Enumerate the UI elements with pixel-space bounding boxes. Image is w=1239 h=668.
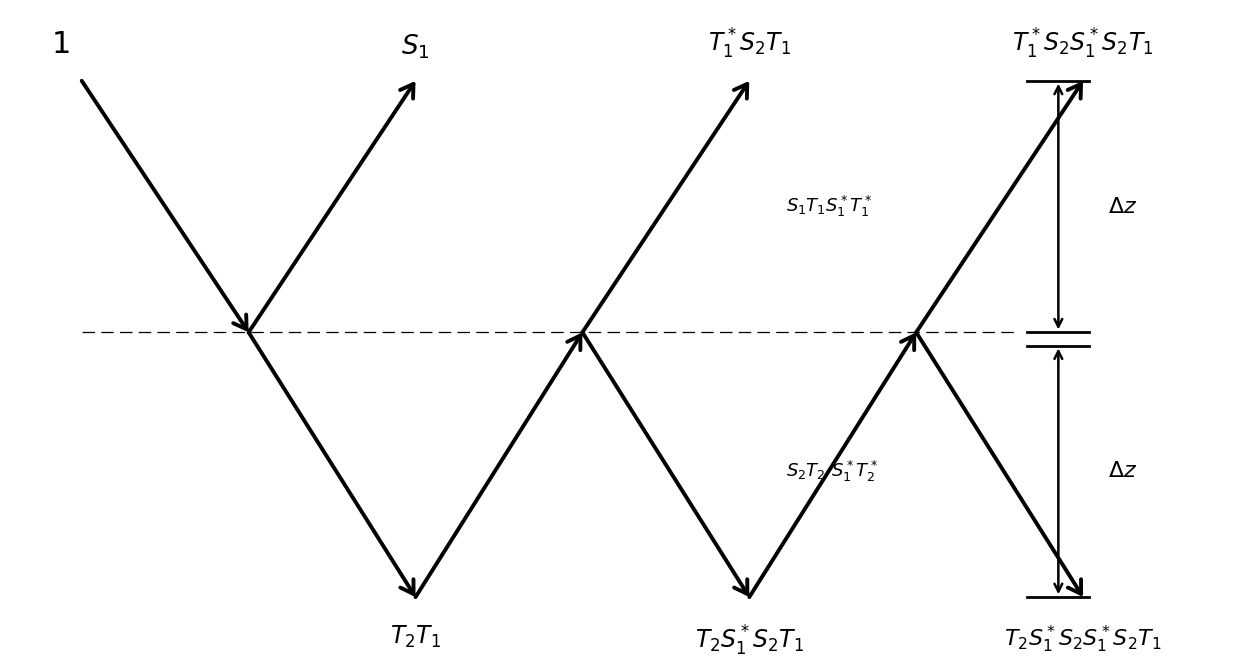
Text: $S_1$: $S_1$ (401, 33, 430, 61)
Text: $S_2T_2\ S_1^*T_2^*$: $S_2T_2\ S_1^*T_2^*$ (787, 459, 878, 484)
Text: $\Delta z$: $\Delta z$ (1108, 462, 1137, 482)
Text: $S_1T_1S_1^*T_1^*$: $S_1T_1S_1^*T_1^*$ (787, 194, 872, 219)
Text: $T_2S_1^*S_2S_1^*S_2T_1$: $T_2S_1^*S_2S_1^*S_2T_1$ (1005, 623, 1162, 655)
Text: $\Delta z$: $\Delta z$ (1108, 196, 1137, 216)
Text: $1$: $1$ (51, 30, 69, 59)
Text: $T_1^*S_2S_1^*S_2T_1$: $T_1^*S_2S_1^*S_2T_1$ (1012, 27, 1154, 61)
Text: $T_1^*S_2T_1$: $T_1^*S_2T_1$ (707, 27, 790, 61)
Text: $T_2T_1$: $T_2T_1$ (390, 623, 441, 650)
Text: $T_2S_1^*S_2T_1$: $T_2S_1^*S_2T_1$ (695, 623, 804, 658)
